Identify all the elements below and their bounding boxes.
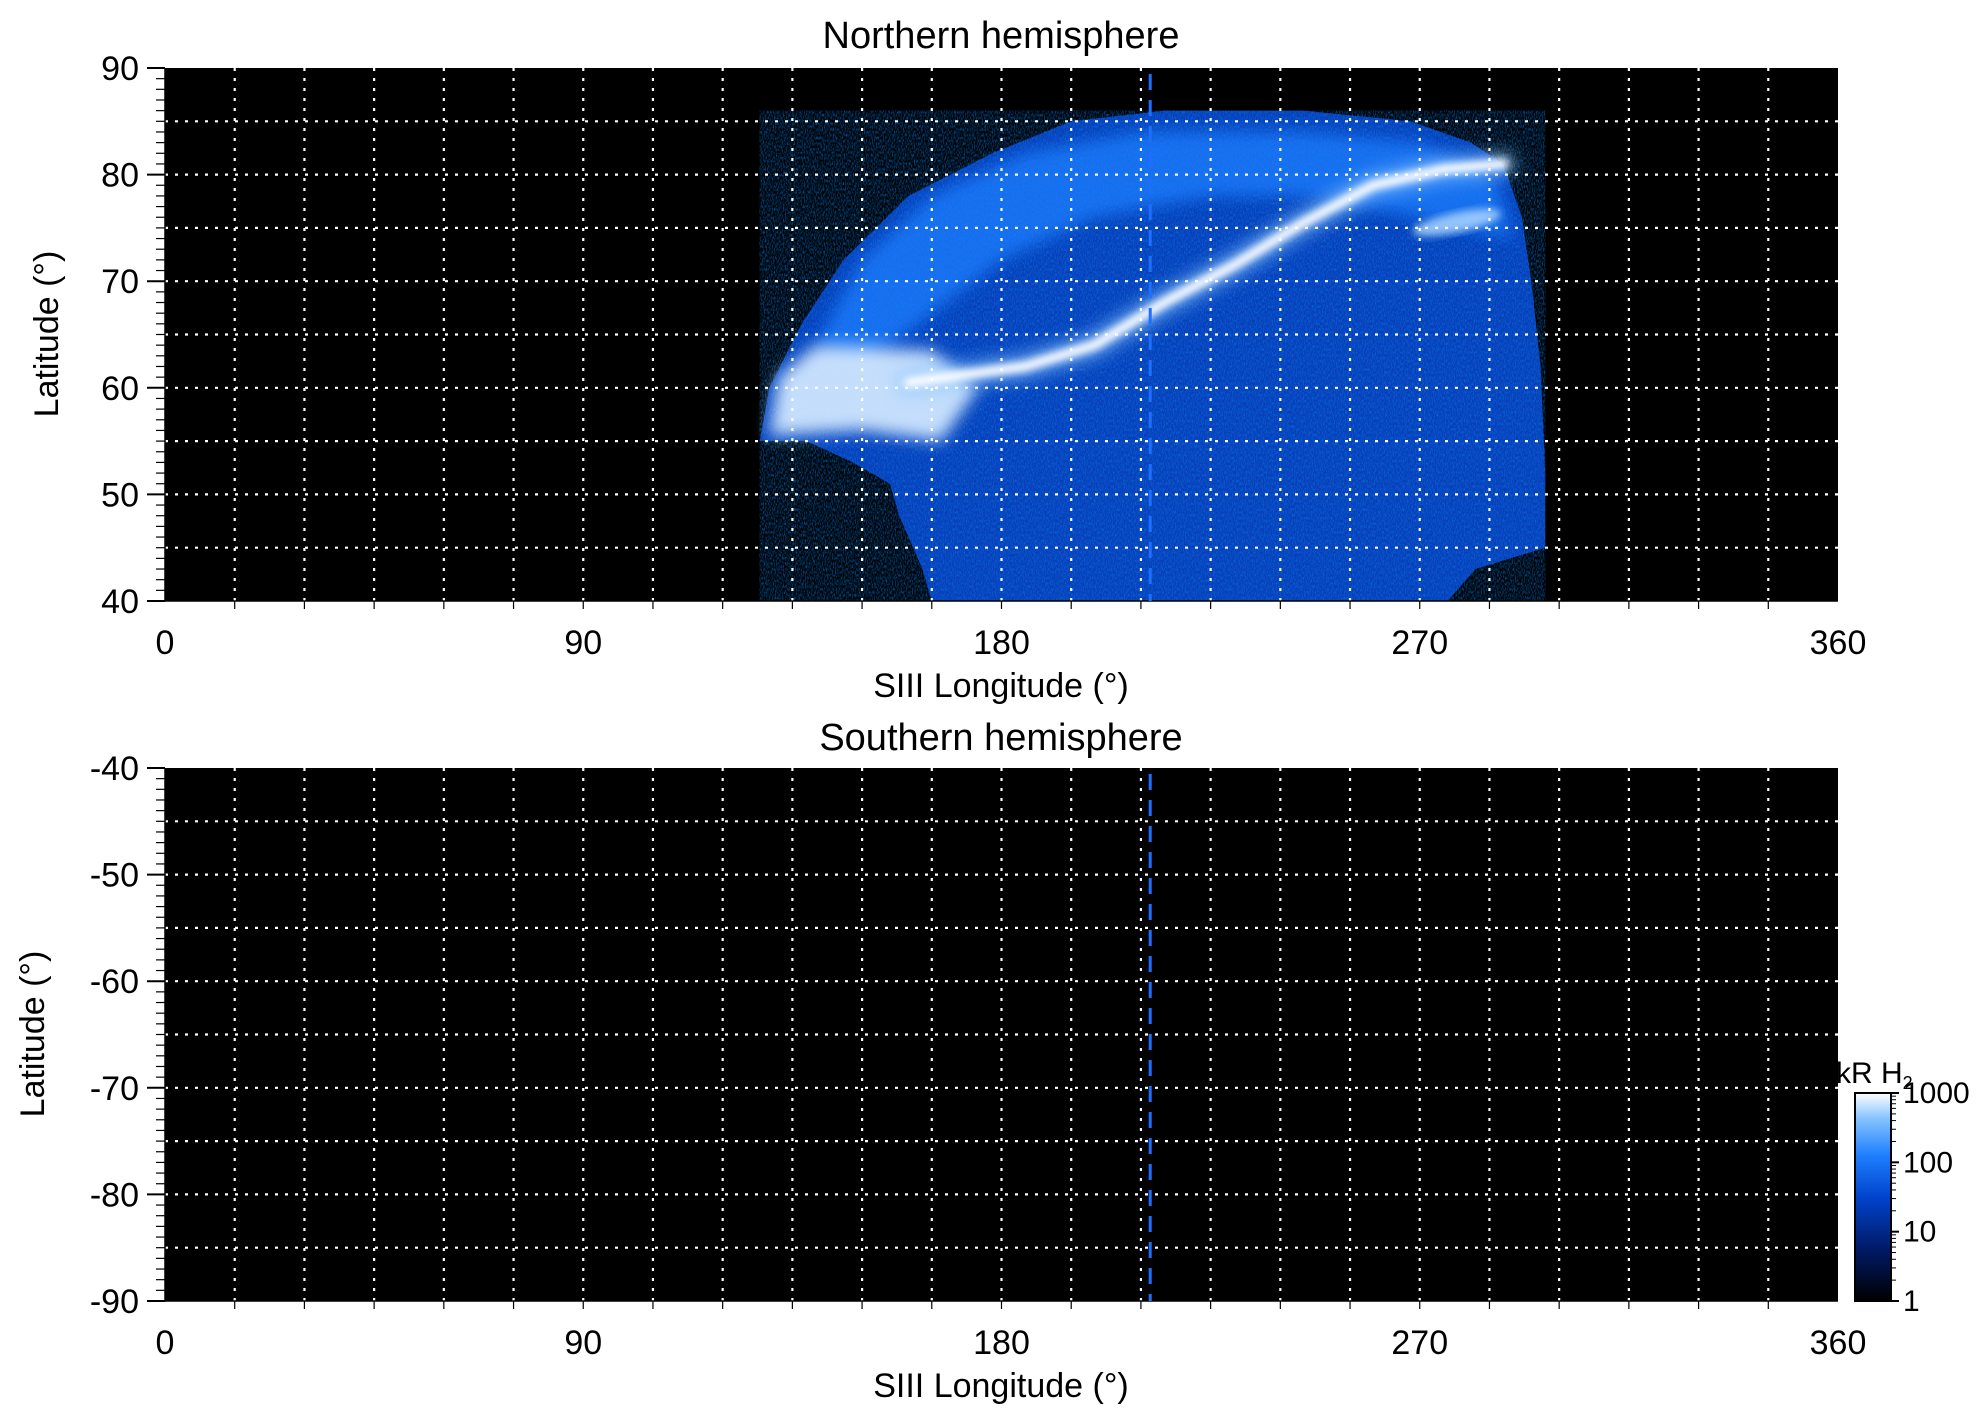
northern-y-axis-label: Latitude (°) bbox=[28, 251, 66, 418]
northern-x-tick-label: 0 bbox=[156, 624, 175, 662]
northern-x-tick-label: 360 bbox=[1810, 624, 1867, 662]
colorbar-ticks: 1 10 100 1000 bbox=[1891, 1077, 1970, 1318]
colorbar-tick-label: 1 bbox=[1903, 1285, 1920, 1318]
northern-y-tick-label: 90 bbox=[101, 50, 139, 88]
northern-y-tick-label: 60 bbox=[101, 370, 139, 408]
northern-x-tick-label: 90 bbox=[564, 624, 602, 662]
southern-y-tick-label: -50 bbox=[90, 857, 139, 895]
northern-axes: 40 50 60 70 80 90 0 90 180 270 360 bbox=[101, 50, 1866, 662]
southern-x-tick-label: 270 bbox=[1391, 1324, 1448, 1362]
southern-y-tick-label: -80 bbox=[90, 1176, 139, 1214]
northern-y-tick-label: 70 bbox=[101, 263, 139, 301]
southern-axes: -40 -50 -60 -70 -80 -90 0 90 180 270 360 bbox=[90, 750, 1867, 1362]
northern-panel-title: Northern hemisphere bbox=[823, 15, 1180, 57]
southern-x-tick-label: 90 bbox=[564, 1324, 602, 1362]
secondary-emission bbox=[1412, 209, 1501, 237]
northern-x-axis-label: SIII Longitude (°) bbox=[873, 667, 1129, 705]
colorbar-label-subscript: 2 bbox=[1903, 1073, 1913, 1093]
southern-y-tick-label: -40 bbox=[90, 750, 139, 788]
southern-x-axis-label: SIII Longitude (°) bbox=[873, 1367, 1129, 1405]
southern-y-tick-label: -60 bbox=[90, 963, 139, 1001]
southern-panel-title: Southern hemisphere bbox=[819, 717, 1182, 759]
northern-panel: Northern hemisphere 40 50 60 70 80 90 0 90 180 27… bbox=[28, 15, 1866, 705]
southern-x-tick-label: 180 bbox=[973, 1324, 1030, 1362]
colorbar-label-main: kR H bbox=[1836, 1057, 1903, 1090]
southern-x-tick-label: 0 bbox=[156, 1324, 175, 1362]
southern-y-axis-label: Latitude (°) bbox=[14, 951, 52, 1118]
southern-plot-area bbox=[165, 768, 1838, 1301]
northern-y-tick-label: 50 bbox=[101, 476, 139, 514]
colorbar-tick-label: 10 bbox=[1903, 1216, 1936, 1249]
southern-x-tick-label: 360 bbox=[1810, 1324, 1867, 1362]
colorbar-label: kR H2 bbox=[1836, 1057, 1913, 1093]
southern-y-tick-label: -90 bbox=[90, 1283, 139, 1321]
northern-y-tick-label: 40 bbox=[101, 583, 139, 621]
northern-y-tick-label: 80 bbox=[101, 157, 139, 195]
northern-aurora-emission bbox=[759, 110, 1546, 601]
northern-x-tick-label: 270 bbox=[1391, 624, 1448, 662]
northern-x-tick-label: 180 bbox=[973, 624, 1030, 662]
colorbar: kR H2 1 10 100 1000 bbox=[1836, 1057, 1970, 1318]
southern-y-tick-label: -70 bbox=[90, 1070, 139, 1108]
colorbar-tick-label: 100 bbox=[1903, 1146, 1953, 1179]
main-oval bbox=[903, 158, 1509, 388]
colorbar-gradient bbox=[1854, 1092, 1892, 1302]
southern-panel: Southern hemisphere -40 -50 -60 -70 -80 -90 0 9… bbox=[14, 717, 1866, 1405]
colorbar-tick-label: 1000 bbox=[1903, 1077, 1970, 1110]
